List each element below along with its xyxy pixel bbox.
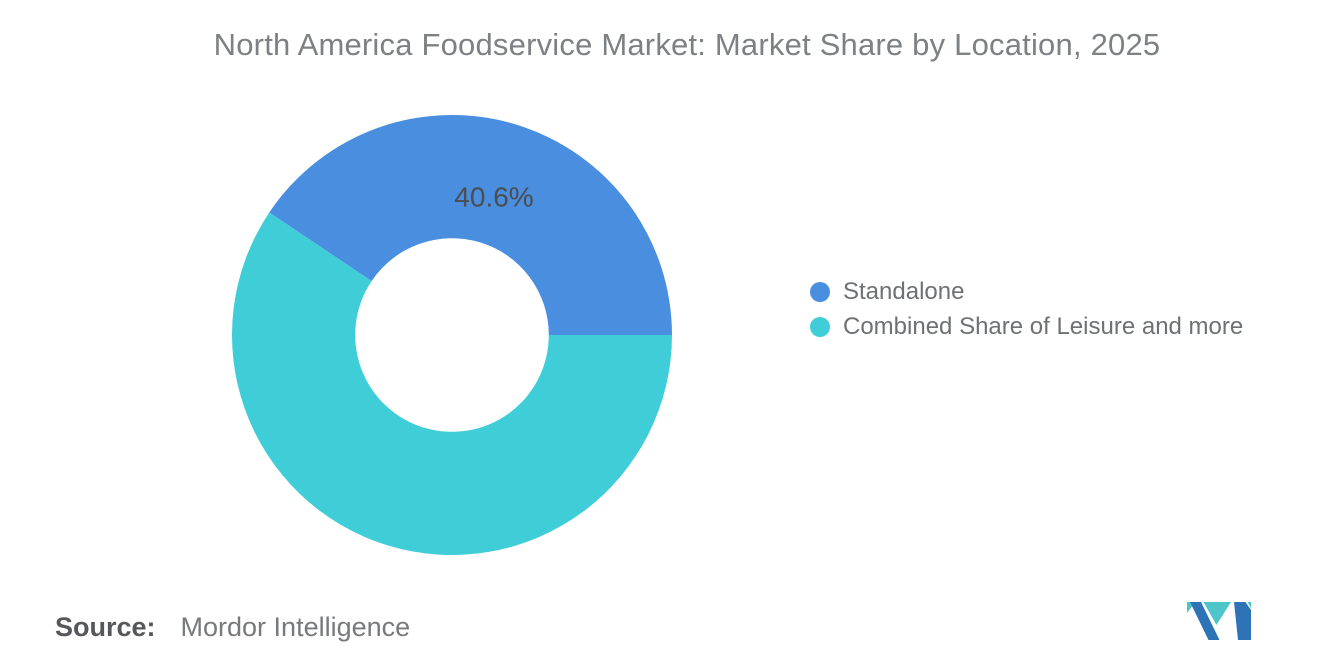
chart-legend: Standalone Combined Share of Leisure and… [810, 278, 1244, 352]
slice-data-label: 40.6% [454, 182, 533, 213]
legend-marker-combined-share-icon [810, 317, 830, 337]
source-value: Mordor Intelligence [180, 612, 411, 642]
source-line: Source: Mordor Intelligence [55, 612, 410, 643]
logo-teal-right-triangle [1247, 602, 1251, 609]
donut-slice-combined-share-of-leisure-and-more[interactable] [232, 212, 672, 555]
legend-label-standalone: Standalone [843, 278, 965, 305]
legend-item-standalone[interactable]: Standalone [810, 278, 1243, 305]
donut-chart: 40.6% [232, 115, 672, 555]
donut-slices[interactable] [232, 115, 672, 555]
donut-slice-standalone[interactable] [269, 115, 672, 335]
legend-marker-standalone-icon [810, 282, 830, 302]
legend-item-combined-share[interactable]: Combined Share of Leisure and more [810, 313, 1244, 340]
chart-title: North America Foodservice Market: Market… [213, 27, 1161, 62]
logo-blue-right-bar [1234, 602, 1251, 640]
legend-label-combined-share: Combined Share of Leisure and more [843, 313, 1244, 340]
logo-teal-middle-triangle [1203, 602, 1231, 625]
logo-blue-left-bar [1190, 602, 1220, 640]
mordor-intelligence-logo [1187, 602, 1251, 640]
source-label: Source: [55, 612, 156, 642]
